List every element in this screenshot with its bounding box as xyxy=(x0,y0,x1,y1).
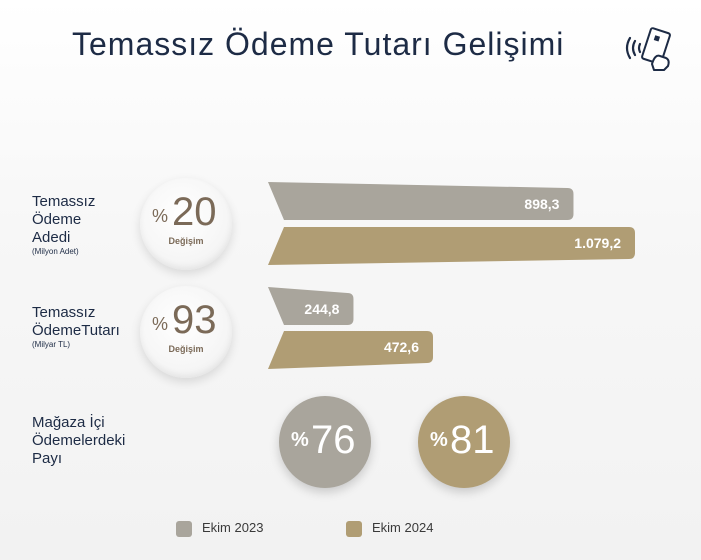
label-line: ÖdemeTutarı xyxy=(32,322,120,339)
change-value: 93 xyxy=(172,298,217,342)
change-label: Değişim xyxy=(168,344,204,354)
bar-value-label: 244,8 xyxy=(304,301,339,317)
percent-symbol: % xyxy=(152,206,169,226)
change-label: Değişim xyxy=(168,236,204,246)
bar-2-series-1 xyxy=(268,287,354,325)
share-circle-2023: % 76 xyxy=(279,396,371,488)
legend-swatch xyxy=(346,520,362,537)
label-temassiz-odeme-tutari: Temassız ÖdemeTutarı (Milyar TL) xyxy=(32,304,120,350)
share-value-2023: 76 xyxy=(311,418,356,462)
label-magaza-ici-payi: Mağaza İçi Ödemelerdeki Payı xyxy=(32,414,125,468)
bar-value-label: 472,6 xyxy=(384,339,419,355)
change-value: 20 xyxy=(172,190,217,234)
legend-swatch xyxy=(176,520,192,537)
unit-label: (Milyon Adet) xyxy=(32,247,79,256)
share-value-2024: 81 xyxy=(450,418,495,462)
label-temassiz-odeme-adedi: Temassız Ödeme Adedi (Milyon Adet) xyxy=(32,193,95,257)
percent-symbol: % xyxy=(152,314,169,334)
change-badge-adet: % 20 Değişim xyxy=(140,178,232,270)
legend-item-2023: Ekim 2023 xyxy=(176,520,263,537)
percent-symbol: % xyxy=(291,429,309,451)
page-title: Temassız Ödeme Tutarı Gelişimi xyxy=(72,26,565,62)
unit-label: (Milyar TL) xyxy=(32,340,71,349)
bar-2-series-2 xyxy=(268,331,433,369)
label-line: Temassız xyxy=(32,304,96,321)
bar-1-series-1 xyxy=(268,182,574,220)
contactless-payment-icon xyxy=(625,27,671,71)
legend-item-2024: Ekim 2024 xyxy=(346,520,433,537)
legend-label: Ekim 2024 xyxy=(372,520,434,535)
label-line: Payı xyxy=(32,450,63,467)
label-line: Mağaza İçi xyxy=(32,414,105,431)
change-badge-tutar: % 93 Değişim xyxy=(140,286,232,378)
legend-label: Ekim 2023 xyxy=(202,520,264,535)
label-line: Temassız xyxy=(32,193,96,210)
label-line: Ödeme xyxy=(32,211,82,228)
label-line: Ödemelerdeki xyxy=(32,432,126,449)
share-circle-2024: % 81 xyxy=(418,396,510,488)
bar-value-label: 1.079,2 xyxy=(574,235,621,251)
percent-symbol: % xyxy=(430,429,448,451)
bar-value-label: 898,3 xyxy=(524,196,559,212)
label-line: Adedi xyxy=(32,229,71,246)
bar-1-series-2 xyxy=(268,227,635,265)
